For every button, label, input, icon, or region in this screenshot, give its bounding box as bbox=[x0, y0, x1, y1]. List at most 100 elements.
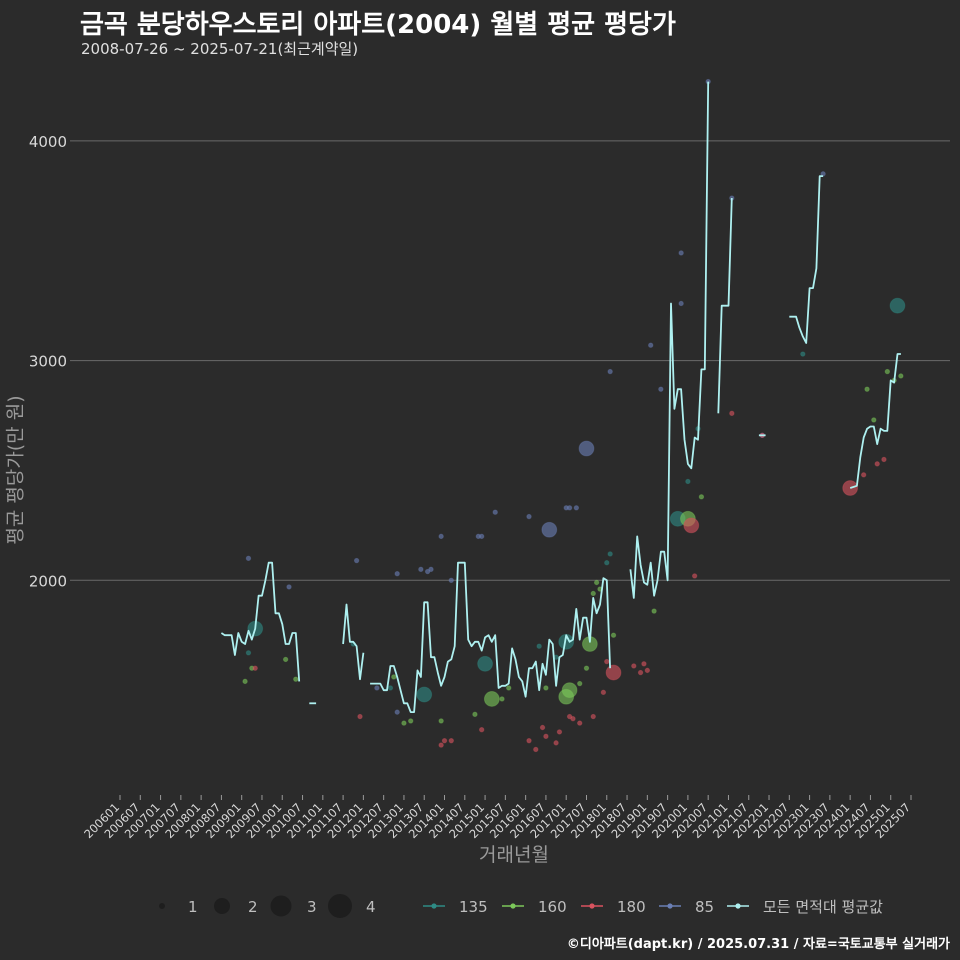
point-160 bbox=[438, 718, 444, 724]
average-line-segment bbox=[629, 81, 710, 599]
point-180 bbox=[683, 517, 700, 534]
point-160 bbox=[864, 386, 870, 392]
point-85 bbox=[428, 566, 434, 573]
point-135 bbox=[889, 297, 906, 314]
series-legend-dot bbox=[510, 903, 516, 909]
point-180 bbox=[539, 724, 546, 731]
point-160 bbox=[408, 718, 414, 724]
point-160 bbox=[593, 579, 600, 586]
point-160 bbox=[610, 632, 617, 638]
x-axis-title: 거래년월 bbox=[479, 844, 549, 866]
point-85 bbox=[394, 571, 400, 577]
point-135 bbox=[416, 686, 433, 703]
point-180 bbox=[577, 720, 583, 726]
point-160 bbox=[871, 417, 877, 423]
chart-subtitle: 2008-07-26 ~ 2025-07-21(최근계약일) bbox=[81, 40, 359, 58]
source-caption: ©디아파트(dapt.kr) / 2025.07.31 / 자료=국토교통부 실… bbox=[566, 937, 950, 952]
point-85 bbox=[607, 368, 613, 375]
y-tick-label: 3000 bbox=[29, 353, 67, 371]
y-axis-title: 평균 평당가(만 원) bbox=[4, 395, 27, 545]
point-180 bbox=[631, 663, 637, 669]
size-legend-label: 3 bbox=[307, 898, 317, 916]
point-85 bbox=[541, 521, 558, 538]
point-180 bbox=[533, 746, 539, 753]
point-85 bbox=[578, 440, 595, 457]
average-line-segment bbox=[370, 561, 611, 713]
point-135 bbox=[536, 643, 542, 649]
size-legend-key bbox=[270, 895, 292, 917]
point-180 bbox=[842, 480, 859, 496]
series-legend-label: 모든 면적대 평균값 bbox=[763, 898, 883, 916]
series-legend-label: 135 bbox=[459, 898, 488, 916]
point-85 bbox=[648, 342, 654, 348]
point-85 bbox=[658, 386, 664, 392]
point-160 bbox=[506, 685, 512, 691]
point-180 bbox=[441, 737, 448, 744]
point-135 bbox=[604, 560, 610, 566]
point-160 bbox=[472, 711, 478, 718]
series-legend-label: 160 bbox=[538, 898, 567, 916]
point-180 bbox=[600, 689, 607, 696]
point-180 bbox=[691, 573, 698, 579]
point-160 bbox=[391, 674, 397, 680]
series-legend-label: 85 bbox=[695, 898, 714, 916]
point-85 bbox=[492, 509, 498, 515]
point-85 bbox=[566, 505, 573, 511]
size-legend-label: 4 bbox=[366, 898, 376, 916]
point-180 bbox=[881, 456, 887, 463]
point-160 bbox=[293, 676, 299, 682]
point-180 bbox=[590, 713, 596, 720]
point-135 bbox=[607, 551, 613, 557]
point-160 bbox=[577, 680, 583, 687]
point-85 bbox=[438, 533, 444, 540]
point-85 bbox=[424, 568, 431, 575]
point-180 bbox=[637, 669, 644, 676]
point-135 bbox=[800, 351, 806, 357]
size-legend-key bbox=[328, 894, 352, 918]
point-135 bbox=[685, 478, 691, 485]
point-180 bbox=[605, 664, 622, 681]
point-180 bbox=[438, 742, 444, 748]
point-180 bbox=[570, 716, 576, 722]
point-180 bbox=[556, 729, 563, 735]
point-160 bbox=[590, 590, 596, 597]
point-85 bbox=[418, 566, 424, 573]
point-160 bbox=[499, 696, 505, 702]
point-180 bbox=[526, 737, 532, 744]
average-line-segment bbox=[789, 175, 824, 344]
point-160 bbox=[884, 368, 891, 375]
point-180 bbox=[543, 733, 549, 739]
size-legend-label: 2 bbox=[248, 898, 258, 916]
point-160 bbox=[698, 494, 705, 500]
point-160 bbox=[898, 373, 904, 379]
point-180 bbox=[641, 661, 647, 667]
point-85 bbox=[286, 584, 292, 590]
point-180 bbox=[874, 461, 880, 467]
point-160 bbox=[483, 691, 500, 707]
point-180 bbox=[478, 726, 485, 733]
size-legend-key bbox=[214, 898, 230, 914]
size-legend-key bbox=[159, 903, 165, 909]
point-180 bbox=[553, 740, 559, 746]
point-180 bbox=[860, 472, 867, 478]
point-160 bbox=[583, 665, 590, 671]
point-180 bbox=[448, 737, 454, 744]
point-160 bbox=[651, 608, 657, 614]
point-85 bbox=[678, 300, 684, 307]
average-line-segment bbox=[220, 561, 301, 682]
point-180 bbox=[566, 713, 573, 720]
point-85 bbox=[448, 577, 454, 584]
point-180 bbox=[604, 658, 610, 665]
series-legend-dot bbox=[735, 903, 741, 909]
series-legend-dot bbox=[589, 903, 595, 909]
point-85 bbox=[245, 555, 252, 562]
y-tick-label: 4000 bbox=[29, 133, 67, 151]
average-line-segment bbox=[849, 353, 901, 489]
point-85 bbox=[526, 513, 532, 520]
point-160 bbox=[282, 656, 289, 663]
point-85 bbox=[353, 557, 360, 564]
point-160 bbox=[242, 678, 248, 685]
chart-title: 금곡 분당하우스토리 아파트(2004) 월별 평균 평당가 bbox=[80, 10, 676, 40]
